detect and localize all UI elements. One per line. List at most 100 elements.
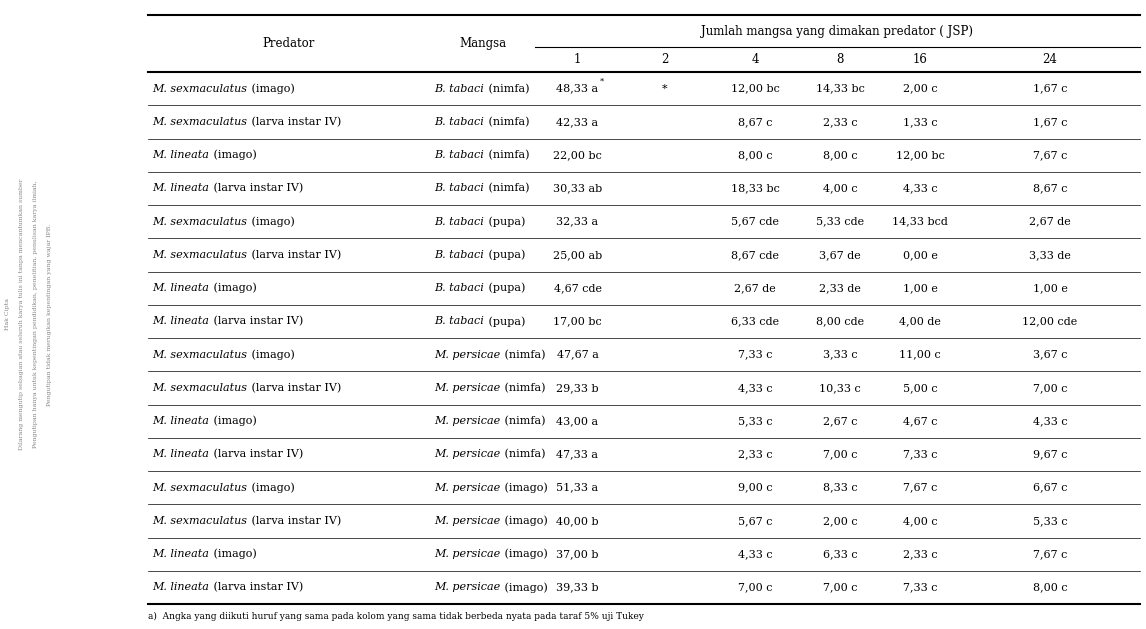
Text: M. sexmaculatus: M. sexmaculatus <box>152 250 248 260</box>
Text: (nimfa): (nimfa) <box>501 416 545 426</box>
Text: (larva instar IV): (larva instar IV) <box>210 582 304 593</box>
Text: 10,33 c: 10,33 c <box>819 383 861 393</box>
Text: 43,00 a: 43,00 a <box>557 416 598 426</box>
Text: 7,67 c: 7,67 c <box>1033 549 1067 559</box>
Text: M. persicae: M. persicae <box>434 383 501 393</box>
Text: 4,33 c: 4,33 c <box>738 549 772 559</box>
Text: 16: 16 <box>912 53 927 66</box>
Text: (larva instar IV): (larva instar IV) <box>248 516 342 526</box>
Text: 8,00 c: 8,00 c <box>738 150 772 160</box>
Text: M. persicae: M. persicae <box>434 549 501 559</box>
Text: (pupa): (pupa) <box>485 216 525 227</box>
Text: 30,33 ab: 30,33 ab <box>552 184 602 193</box>
Text: 7,33 c: 7,33 c <box>903 582 937 593</box>
Text: 25,00 ab: 25,00 ab <box>552 250 602 260</box>
Text: B. tabaci: B. tabaci <box>434 283 484 293</box>
Text: M. persicae: M. persicae <box>434 482 501 493</box>
Text: (nimfa): (nimfa) <box>501 382 545 393</box>
Text: M. lineata: M. lineata <box>152 283 209 293</box>
Text: 8,00 c: 8,00 c <box>1033 582 1067 593</box>
Text: (pupa): (pupa) <box>485 250 525 260</box>
Text: 5,67 cde: 5,67 cde <box>731 216 779 226</box>
Text: 3,33 de: 3,33 de <box>1029 250 1072 260</box>
Text: B. tabaci: B. tabaci <box>434 250 484 260</box>
Text: (larva instar IV): (larva instar IV) <box>210 183 304 194</box>
Text: 2,67 de: 2,67 de <box>1029 216 1070 226</box>
Text: M. persicae: M. persicae <box>434 416 501 426</box>
Text: 7,00 c: 7,00 c <box>738 582 772 593</box>
Text: B. tabaci: B. tabaci <box>434 84 484 94</box>
Text: 3,67 c: 3,67 c <box>1033 350 1067 360</box>
Text: 2,33 de: 2,33 de <box>819 283 861 293</box>
Text: (larva instar IV): (larva instar IV) <box>248 117 342 127</box>
Text: 4,67 cde: 4,67 cde <box>554 283 602 293</box>
Text: (nimfa): (nimfa) <box>485 117 529 127</box>
Text: 17,00 bc: 17,00 bc <box>554 316 602 326</box>
Text: 4,67 c: 4,67 c <box>903 416 937 426</box>
Text: *: * <box>662 84 668 94</box>
Text: 14,33 bc: 14,33 bc <box>816 84 864 94</box>
Text: 48,33 a: 48,33 a <box>557 84 598 94</box>
Text: (nimfa): (nimfa) <box>501 449 545 460</box>
Text: (imago): (imago) <box>210 150 257 160</box>
Text: 37,00 b: 37,00 b <box>556 549 598 559</box>
Text: (imago): (imago) <box>248 216 295 227</box>
Text: (imago): (imago) <box>501 482 548 493</box>
Text: 5,33 c: 5,33 c <box>738 416 772 426</box>
Text: 0,00 e: 0,00 e <box>903 250 937 260</box>
Text: M. lineata: M. lineata <box>152 184 209 193</box>
Text: 2,67 de: 2,67 de <box>735 283 776 293</box>
Text: 6,33 c: 6,33 c <box>823 549 857 559</box>
Text: (imago): (imago) <box>248 349 295 360</box>
Text: 12,00 bc: 12,00 bc <box>895 150 944 160</box>
Text: (larva instar IV): (larva instar IV) <box>248 250 342 260</box>
Text: 4: 4 <box>752 53 759 66</box>
Text: 4,00 c: 4,00 c <box>903 516 937 526</box>
Text: Pengutipan hanya untuk kepentingan pendidikan, penelitian, penulisan karya ilmia: Pengutipan hanya untuk kepentingan pendi… <box>33 181 39 448</box>
Text: 18,33 bc: 18,33 bc <box>730 184 779 193</box>
Text: Hak Cipta: Hak Cipta <box>6 299 10 330</box>
Text: 47,33 a: 47,33 a <box>557 449 598 459</box>
Text: 4,33 c: 4,33 c <box>738 383 772 393</box>
Text: M. sexmaculatus: M. sexmaculatus <box>152 482 248 493</box>
Text: Dilarang mengutip sebagian atau seluruh karya tulis ini tanpa mencantumkan sumbe: Dilarang mengutip sebagian atau seluruh … <box>19 179 24 450</box>
Text: Jumlah mangsa yang dimakan predator ( JSP): Jumlah mangsa yang dimakan predator ( JS… <box>701 25 973 38</box>
Text: 1,00 e: 1,00 e <box>1033 283 1067 293</box>
Text: 8,33 c: 8,33 c <box>823 482 857 493</box>
Text: 1,67 c: 1,67 c <box>1033 117 1067 127</box>
Text: B. tabaci: B. tabaci <box>434 216 484 226</box>
Text: M. sexmaculatus: M. sexmaculatus <box>152 84 248 94</box>
Text: 51,33 a: 51,33 a <box>557 482 598 493</box>
Text: 4,33 c: 4,33 c <box>903 184 937 193</box>
Text: 8,67 cde: 8,67 cde <box>731 250 779 260</box>
Text: 8,00 c: 8,00 c <box>823 150 857 160</box>
Text: M. persicae: M. persicae <box>434 582 501 593</box>
Text: (larva instar IV): (larva instar IV) <box>248 382 342 393</box>
Text: (imago): (imago) <box>210 283 257 293</box>
Text: (nimfa): (nimfa) <box>501 350 545 360</box>
Text: 6,67 c: 6,67 c <box>1033 482 1067 493</box>
Text: 3,33 c: 3,33 c <box>823 350 857 360</box>
Text: 29,33 b: 29,33 b <box>556 383 599 393</box>
Text: (imago): (imago) <box>248 482 295 493</box>
Text: (larva instar IV): (larva instar IV) <box>210 449 304 460</box>
Text: M. sexmaculatus: M. sexmaculatus <box>152 350 248 360</box>
Text: (imago): (imago) <box>501 582 548 593</box>
Text: Predator: Predator <box>262 37 315 50</box>
Text: 12,00 cde: 12,00 cde <box>1022 316 1077 326</box>
Text: (imago): (imago) <box>501 516 548 526</box>
Text: 2,00 c: 2,00 c <box>823 516 857 526</box>
Text: 3,67 de: 3,67 de <box>819 250 861 260</box>
Text: 6,33 cde: 6,33 cde <box>731 316 779 326</box>
Text: 5,00 c: 5,00 c <box>903 383 937 393</box>
Text: M. persicae: M. persicae <box>434 449 501 459</box>
Text: 32,33 a: 32,33 a <box>557 216 598 226</box>
Text: M. lineata: M. lineata <box>152 416 209 426</box>
Text: 2,00 c: 2,00 c <box>903 84 937 94</box>
Text: 8,67 c: 8,67 c <box>1033 184 1067 193</box>
Text: (imago): (imago) <box>210 416 257 426</box>
Text: M. lineata: M. lineata <box>152 582 209 593</box>
Text: 39,33 b: 39,33 b <box>556 582 599 593</box>
Text: 2,67 c: 2,67 c <box>823 416 857 426</box>
Text: 22,00 bc: 22,00 bc <box>554 150 602 160</box>
